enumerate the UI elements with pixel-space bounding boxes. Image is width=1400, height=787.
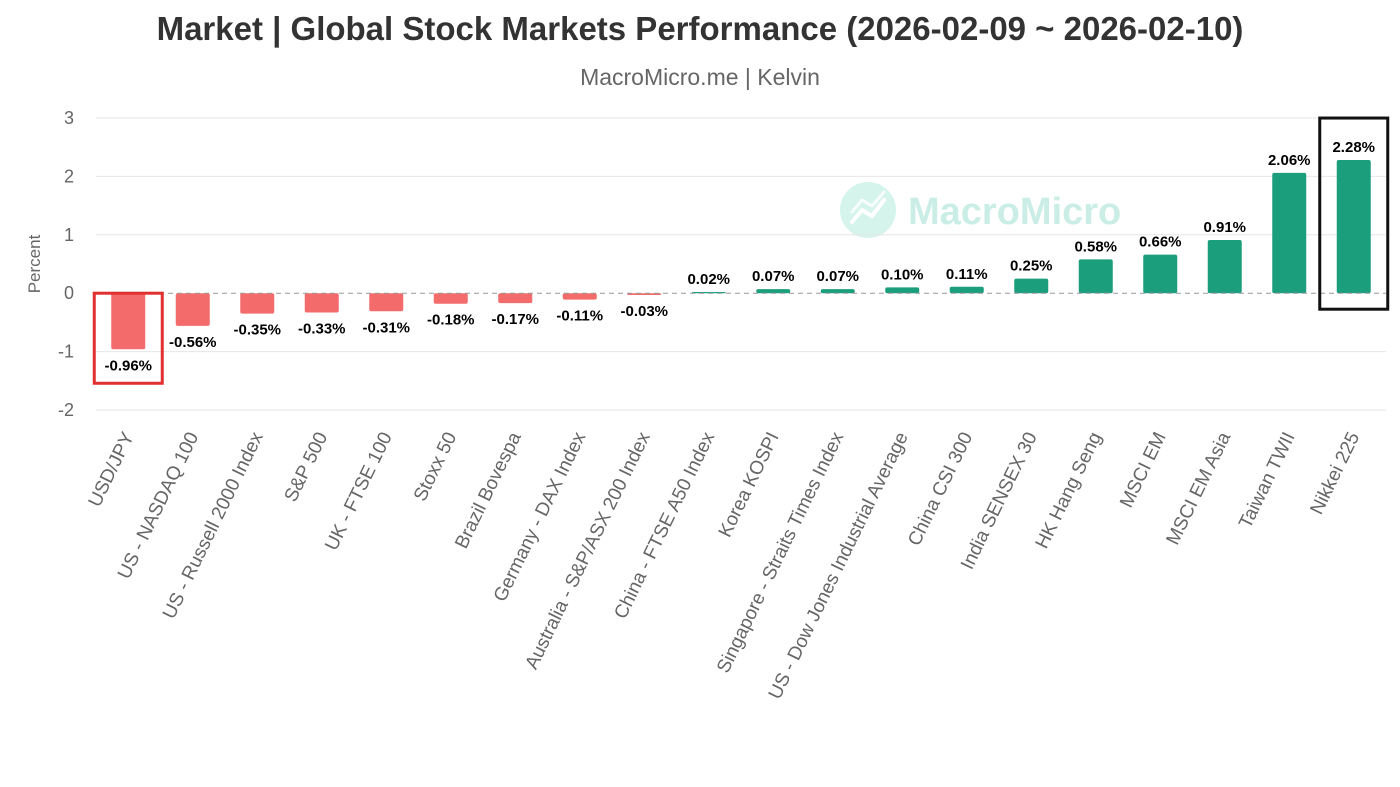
y-tick-label: 2 xyxy=(64,166,74,186)
data-label: -0.03% xyxy=(620,303,668,320)
bar xyxy=(1272,172,1307,294)
data-label: 2.28% xyxy=(1332,139,1375,156)
chart-logo-icon xyxy=(840,182,896,238)
y-tick-label: 0 xyxy=(64,283,74,303)
data-label: 0.25% xyxy=(1010,258,1053,275)
data-label: -0.31% xyxy=(362,319,410,336)
bar xyxy=(1143,254,1178,294)
y-tick-label: 3 xyxy=(64,108,74,128)
x-tick-label: Brazil Bovespa xyxy=(451,429,526,552)
y-tick-label: 1 xyxy=(64,225,74,245)
data-label: 0.02% xyxy=(687,271,730,288)
x-tick-label: Korea KOSPI xyxy=(715,429,784,541)
bar xyxy=(498,293,533,304)
bar xyxy=(369,293,404,312)
data-label: 0.58% xyxy=(1074,238,1117,255)
bar xyxy=(949,286,984,294)
x-tick-label: China CSI 300 xyxy=(904,429,977,549)
bar xyxy=(1014,278,1049,294)
data-label: 0.11% xyxy=(946,266,988,283)
bar xyxy=(1207,240,1242,294)
data-label: -0.35% xyxy=(233,322,281,339)
y-axis-label: Percent xyxy=(25,234,44,293)
x-tick-label: MSCI EM Asia xyxy=(1163,429,1236,549)
x-tick-label: S&P 500 xyxy=(281,429,333,505)
bar xyxy=(627,293,662,295)
bar xyxy=(304,293,339,313)
bar xyxy=(1078,259,1113,294)
data-label: 0.91% xyxy=(1203,219,1246,236)
data-label: -0.17% xyxy=(491,311,539,328)
x-tick-label: HK Hang Seng xyxy=(1032,429,1106,552)
x-tick-label: USD/JPY xyxy=(85,429,139,511)
x-tick-label: Stoxx 50 xyxy=(410,429,461,505)
bar xyxy=(1336,160,1371,294)
data-label: -0.18% xyxy=(427,312,475,329)
x-tick-label: Nikkei 225 xyxy=(1306,429,1364,518)
bar xyxy=(111,293,146,350)
data-label: -0.56% xyxy=(169,334,217,351)
x-tick-label: Taiwan TWII xyxy=(1235,429,1300,532)
bar xyxy=(562,293,597,300)
x-tick-label: Singapore - Straits Times Index xyxy=(713,429,848,677)
data-label: 0.66% xyxy=(1139,234,1182,251)
bar xyxy=(175,293,210,326)
bar xyxy=(756,289,791,294)
x-tick-label: Australia - S&P/ASX 200 Index xyxy=(522,429,655,673)
data-label: 2.06% xyxy=(1268,152,1311,169)
data-label: 0.07% xyxy=(816,268,859,285)
highlight-box xyxy=(1318,116,1390,311)
bar xyxy=(433,293,468,304)
y-tick-label: -2 xyxy=(58,400,74,420)
x-tick-label: MSCI EM xyxy=(1116,429,1171,511)
chart-subtitle: MacroMicro.me | Kelvin xyxy=(580,64,820,90)
watermark: MacroMicro xyxy=(840,182,1121,238)
data-label: 0.07% xyxy=(752,268,795,285)
data-label: -0.33% xyxy=(298,320,346,337)
x-tick-label: UK - FTSE 100 xyxy=(321,429,396,554)
data-label: 0.10% xyxy=(881,266,924,283)
highlight-box xyxy=(92,291,164,385)
data-label: -0.11% xyxy=(556,308,603,325)
y-tick-label: -1 xyxy=(58,342,74,362)
data-label: -0.96% xyxy=(104,357,152,374)
x-tick-label: US - Dow Jones Industrial Average xyxy=(765,429,913,703)
bar xyxy=(240,293,275,314)
bar xyxy=(885,287,920,294)
chart-title: Market | Global Stock Markets Performanc… xyxy=(156,10,1244,47)
watermark-text: MacroMicro xyxy=(908,191,1121,233)
bar xyxy=(820,289,855,294)
